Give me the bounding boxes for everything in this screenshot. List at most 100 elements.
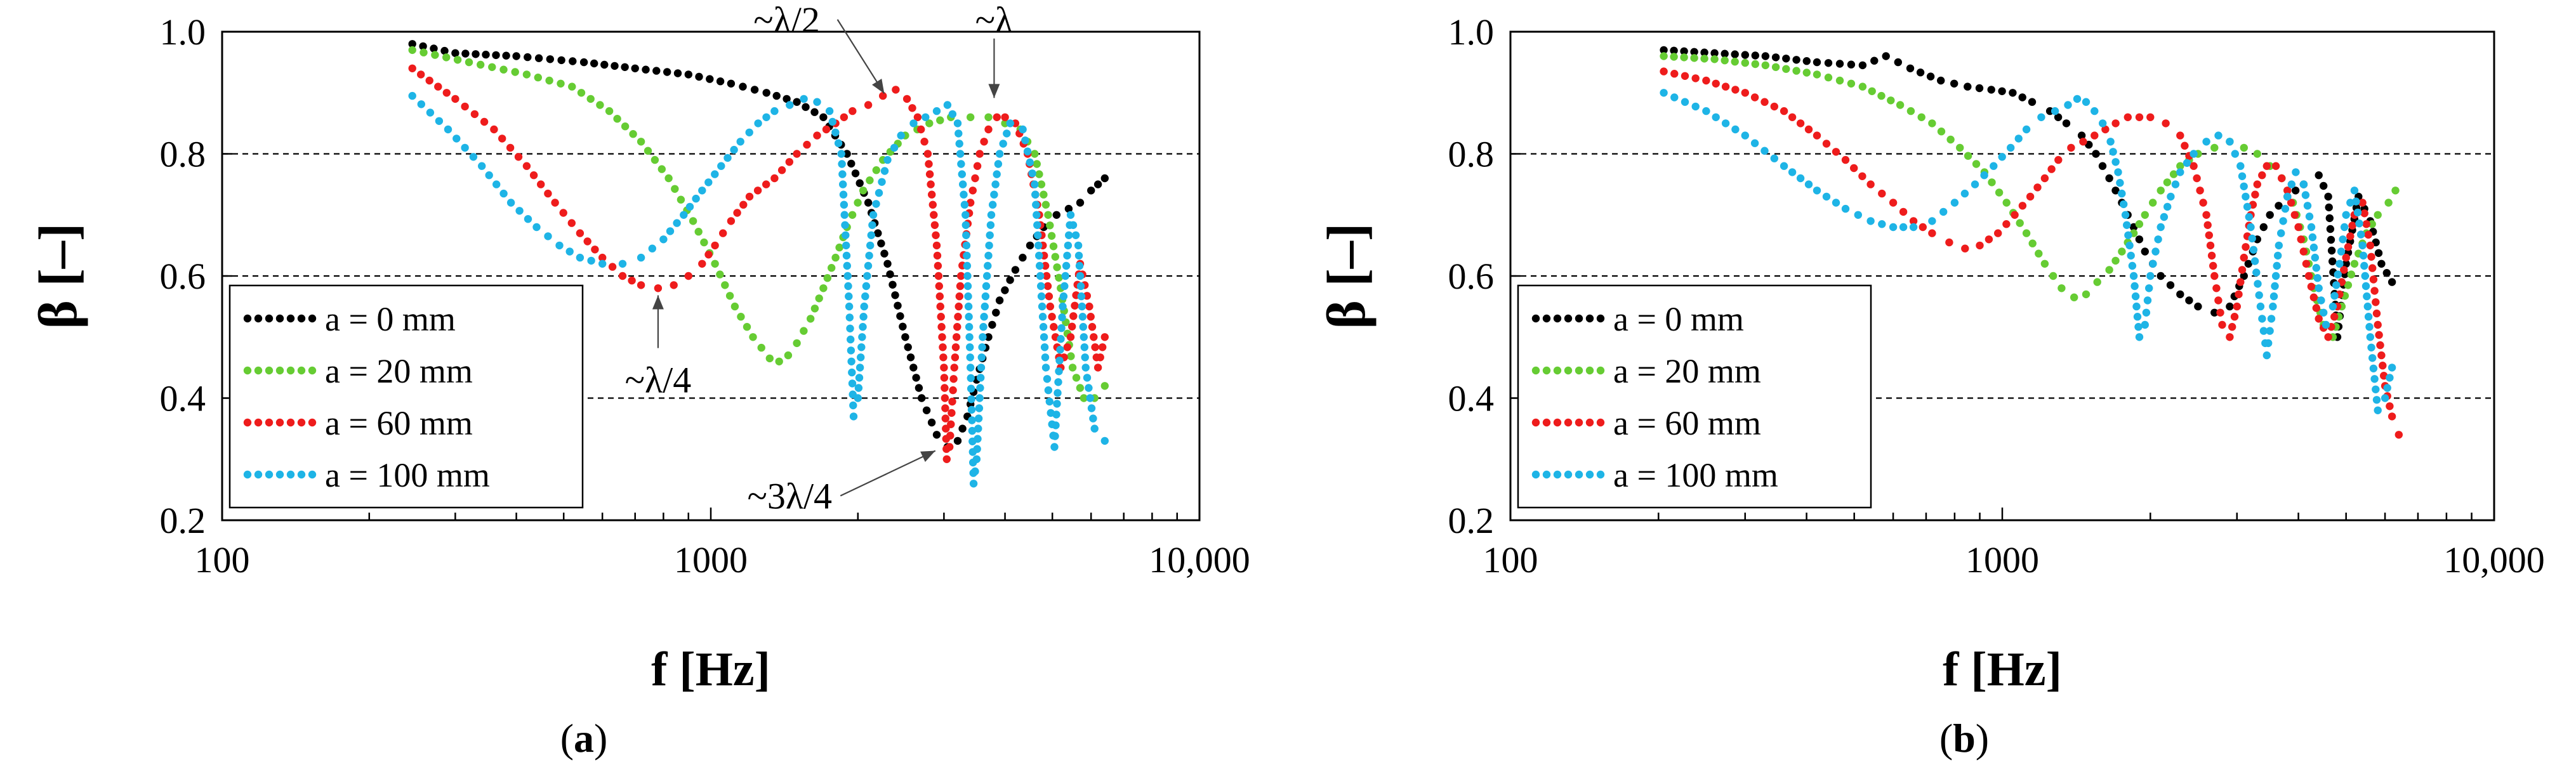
data-point bbox=[930, 211, 938, 219]
data-point bbox=[2145, 284, 2153, 292]
data-point bbox=[1946, 135, 1955, 144]
data-point bbox=[823, 274, 832, 282]
data-point bbox=[872, 200, 880, 208]
data-point bbox=[845, 292, 853, 301]
data-point bbox=[2386, 402, 2394, 410]
data-point bbox=[935, 292, 944, 301]
data-point bbox=[1780, 162, 1788, 170]
data-point bbox=[1100, 382, 1109, 390]
data-point bbox=[442, 89, 451, 97]
data-point bbox=[2210, 143, 2219, 152]
data-point bbox=[1712, 79, 1720, 88]
data-point bbox=[2169, 170, 2178, 178]
data-point bbox=[860, 302, 868, 311]
data-point bbox=[469, 153, 478, 161]
data-point bbox=[1063, 343, 1072, 351]
data-point bbox=[477, 60, 485, 69]
data-point bbox=[1680, 53, 1688, 62]
data-point bbox=[2391, 187, 2400, 195]
data-point bbox=[2250, 257, 2259, 265]
data-point bbox=[984, 261, 992, 270]
data-point bbox=[819, 284, 828, 292]
data-point bbox=[965, 333, 974, 341]
data-point bbox=[2049, 272, 2057, 280]
legend-box bbox=[228, 284, 584, 509]
data-point bbox=[663, 68, 671, 76]
data-point bbox=[965, 313, 973, 321]
data-point bbox=[1041, 364, 1050, 372]
data-point bbox=[847, 335, 855, 344]
data-point bbox=[1691, 102, 1700, 111]
data-point bbox=[1700, 48, 1708, 56]
data-point bbox=[1099, 343, 1107, 351]
data-point bbox=[1049, 242, 1058, 251]
data-point bbox=[587, 256, 595, 265]
data-point bbox=[1835, 60, 1844, 68]
data-point bbox=[868, 221, 876, 229]
data-point bbox=[2346, 232, 2355, 240]
data-point bbox=[958, 424, 967, 433]
data-point bbox=[524, 215, 532, 223]
data-point bbox=[991, 180, 1000, 188]
data-point bbox=[757, 343, 765, 352]
data-point bbox=[1998, 153, 2006, 161]
data-point bbox=[961, 221, 970, 229]
data-point bbox=[2176, 131, 2184, 140]
data-point bbox=[1011, 266, 1020, 274]
data-point bbox=[2315, 284, 2323, 292]
data-point bbox=[994, 160, 1003, 168]
data-point bbox=[2322, 320, 2330, 329]
data-point bbox=[2359, 251, 2368, 260]
data-point bbox=[2190, 150, 2198, 158]
data-point bbox=[745, 128, 753, 136]
legend-marker bbox=[1585, 418, 1594, 427]
data-point bbox=[1038, 302, 1047, 311]
data-point bbox=[621, 63, 629, 72]
data-point bbox=[749, 333, 757, 341]
data-point bbox=[2135, 220, 2144, 228]
data-point bbox=[2199, 199, 2207, 207]
data-point bbox=[928, 200, 937, 209]
data-point bbox=[2235, 290, 2243, 299]
data-point bbox=[745, 192, 754, 201]
data-point bbox=[2134, 323, 2143, 331]
legend-marker bbox=[254, 366, 263, 375]
annotation-label: ~λ bbox=[975, 0, 1014, 41]
data-point bbox=[849, 401, 857, 410]
data-point bbox=[1035, 170, 1043, 178]
data-point bbox=[522, 70, 531, 79]
data-point bbox=[967, 364, 975, 372]
data-point bbox=[2176, 162, 2184, 170]
data-point bbox=[831, 253, 840, 262]
data-point bbox=[2028, 98, 2037, 106]
data-point bbox=[984, 113, 993, 121]
data-point bbox=[1067, 352, 1075, 360]
x-tick-label: 1000 bbox=[1965, 539, 2039, 580]
data-point bbox=[892, 86, 900, 94]
data-point bbox=[1887, 96, 1895, 105]
data-point bbox=[1046, 302, 1055, 311]
data-point bbox=[2026, 192, 2035, 201]
data-point bbox=[2287, 199, 2295, 207]
data-point bbox=[982, 282, 991, 291]
data-point bbox=[452, 134, 461, 143]
data-point bbox=[2002, 199, 2011, 207]
legend-marker bbox=[265, 366, 274, 375]
data-point bbox=[2101, 125, 2110, 134]
annotation-label: ~λ/4 bbox=[625, 360, 692, 401]
data-point bbox=[899, 322, 907, 331]
legend-marker bbox=[1585, 366, 1594, 375]
data-point bbox=[987, 211, 996, 219]
data-point bbox=[2244, 259, 2252, 268]
data-point bbox=[1878, 189, 1886, 198]
data-point bbox=[485, 171, 493, 180]
arrow-head-icon bbox=[920, 450, 935, 462]
data-point bbox=[960, 190, 968, 199]
legend-marker bbox=[297, 470, 306, 479]
data-point bbox=[1023, 147, 1032, 155]
data-point bbox=[948, 409, 956, 417]
data-point bbox=[670, 281, 678, 289]
data-point bbox=[1093, 180, 1102, 188]
data-point bbox=[2123, 221, 2131, 229]
data-point bbox=[897, 131, 905, 140]
